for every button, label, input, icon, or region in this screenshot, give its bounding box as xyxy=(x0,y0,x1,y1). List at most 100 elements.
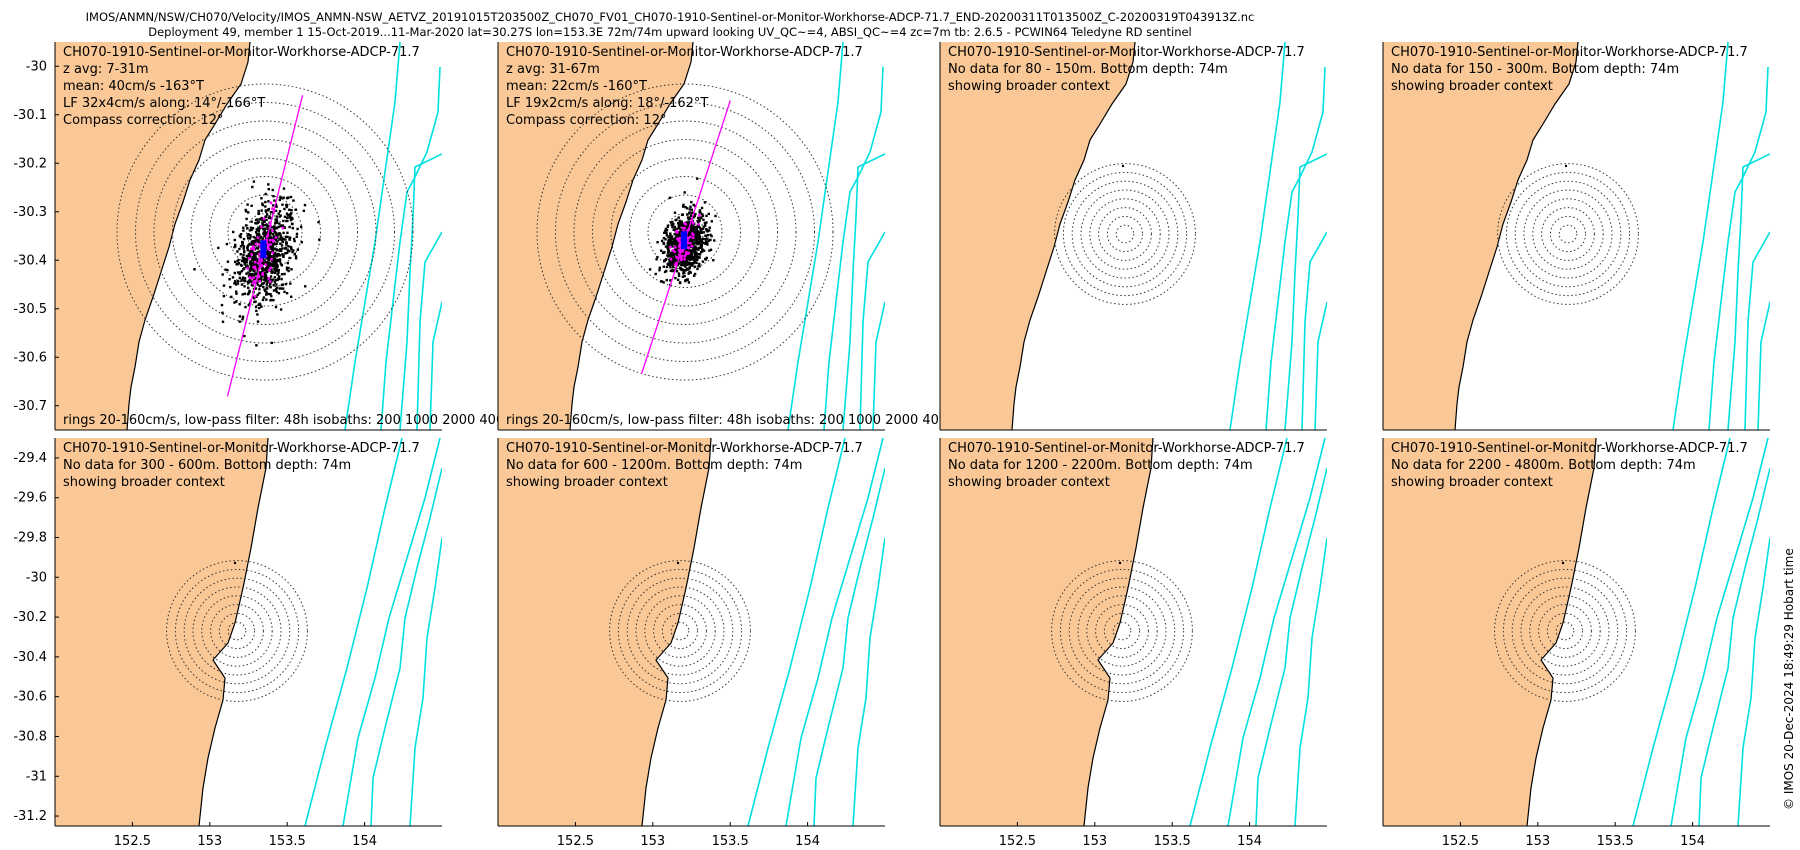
panel-info-line: LF 32x4cm/s along: 14°/-166°T xyxy=(63,96,265,111)
scatter-point xyxy=(667,248,670,251)
scatter-point xyxy=(690,208,693,211)
scatter-point xyxy=(677,272,681,275)
scatter-point xyxy=(256,313,259,316)
scatter-point xyxy=(255,309,258,313)
island-marker xyxy=(1118,561,1122,565)
isobath-line xyxy=(872,301,885,430)
y-tick-label: -30 xyxy=(26,59,47,74)
scatter-point xyxy=(675,270,679,273)
scatter-point xyxy=(250,240,253,244)
scatter-point xyxy=(241,293,244,296)
scatter-point xyxy=(672,223,675,226)
scatter-point xyxy=(262,261,265,264)
scatter-point xyxy=(685,259,688,262)
scatter-point xyxy=(288,225,291,229)
y-tick-label: -30.8 xyxy=(13,729,47,744)
scatter-point xyxy=(285,212,289,215)
scatter-point xyxy=(663,231,666,234)
x-tick-label: 153 xyxy=(1082,834,1107,849)
scatter-point xyxy=(257,232,261,236)
scatter-point xyxy=(254,305,258,309)
scatter-point xyxy=(294,255,298,258)
lowpass-point xyxy=(684,222,688,226)
scatter-point xyxy=(277,253,280,256)
scatter-point xyxy=(689,234,693,237)
scatter-point xyxy=(702,249,706,252)
scatter-point xyxy=(694,204,697,208)
scatter-point xyxy=(269,251,273,254)
land xyxy=(940,42,1135,430)
y-tick-label: -30.2 xyxy=(13,156,47,171)
speed-ring xyxy=(1497,163,1639,305)
scatter-point xyxy=(268,254,272,257)
scatter-point xyxy=(247,271,250,274)
y-tick-label: -30.6 xyxy=(13,350,47,365)
scatter-point xyxy=(275,262,278,265)
scatter-point xyxy=(226,268,229,272)
scatter-point xyxy=(255,233,259,236)
scatter-point xyxy=(682,272,685,275)
scatter-point xyxy=(291,250,294,254)
scatter-point xyxy=(685,227,688,230)
scatter-point xyxy=(695,251,698,254)
scatter-point xyxy=(270,244,273,247)
scatter-point xyxy=(290,222,294,226)
x-tick-label: 154 xyxy=(1237,834,1262,849)
speed-ring xyxy=(209,176,321,288)
scatter-point xyxy=(255,251,259,255)
scatter-point xyxy=(677,216,680,219)
scatter-point xyxy=(702,241,705,245)
lowpass-point xyxy=(253,260,257,264)
scatter-point xyxy=(286,235,289,239)
lowpass-point xyxy=(690,244,694,248)
scatter-point xyxy=(665,234,669,237)
lowpass-point xyxy=(271,207,274,211)
scatter-point xyxy=(278,198,281,202)
scatter-point xyxy=(656,241,659,244)
isobath-line xyxy=(852,537,885,826)
speed-ring xyxy=(647,194,723,270)
panel-title: CH070-1910-Sentinel-or-Monitor-Workhorse… xyxy=(948,441,1305,456)
scatter-point xyxy=(273,199,276,202)
scatter-point xyxy=(273,276,277,279)
scatter-point xyxy=(286,251,289,255)
scatter-point xyxy=(288,238,291,241)
isobath-line xyxy=(416,231,442,430)
scatter-point xyxy=(688,211,691,214)
scatter-point xyxy=(689,229,692,232)
scatter-point xyxy=(676,278,680,281)
island-marker xyxy=(1561,561,1565,565)
scatter-point xyxy=(268,233,271,236)
map-panel: CH070-1910-Sentinel-or-Monitor-Workhorse… xyxy=(1382,438,1770,849)
scatter-point xyxy=(242,245,246,248)
scatter-point xyxy=(682,203,685,207)
scatter-point xyxy=(254,240,257,244)
scatter-point xyxy=(238,315,242,318)
scatter-point xyxy=(258,238,261,241)
scatter-point xyxy=(241,240,244,244)
scatter-point xyxy=(690,253,694,257)
scatter-point xyxy=(247,281,250,285)
scatter-point xyxy=(275,249,278,252)
coastline xyxy=(1011,42,1136,430)
speed-ring xyxy=(218,612,256,650)
speed-ring xyxy=(635,586,725,676)
isobath-line xyxy=(304,438,403,826)
scatter-point xyxy=(674,240,677,244)
scatter-point xyxy=(699,231,702,234)
scatter-point xyxy=(670,223,673,226)
scatter-point xyxy=(275,227,278,230)
scatter-point xyxy=(233,282,236,285)
scatter-point xyxy=(279,308,283,311)
lowpass-point xyxy=(673,246,677,249)
scatter-point xyxy=(256,234,259,237)
scatter-point xyxy=(289,195,293,199)
scatter-point xyxy=(256,240,260,243)
scatter-point xyxy=(666,224,670,227)
scatter-point xyxy=(704,234,707,238)
lowpass-point xyxy=(253,280,256,283)
scatter-point xyxy=(703,201,707,204)
y-tick-label: -30.7 xyxy=(13,399,47,414)
scatter-point xyxy=(252,255,255,259)
speed-ring xyxy=(153,120,377,344)
